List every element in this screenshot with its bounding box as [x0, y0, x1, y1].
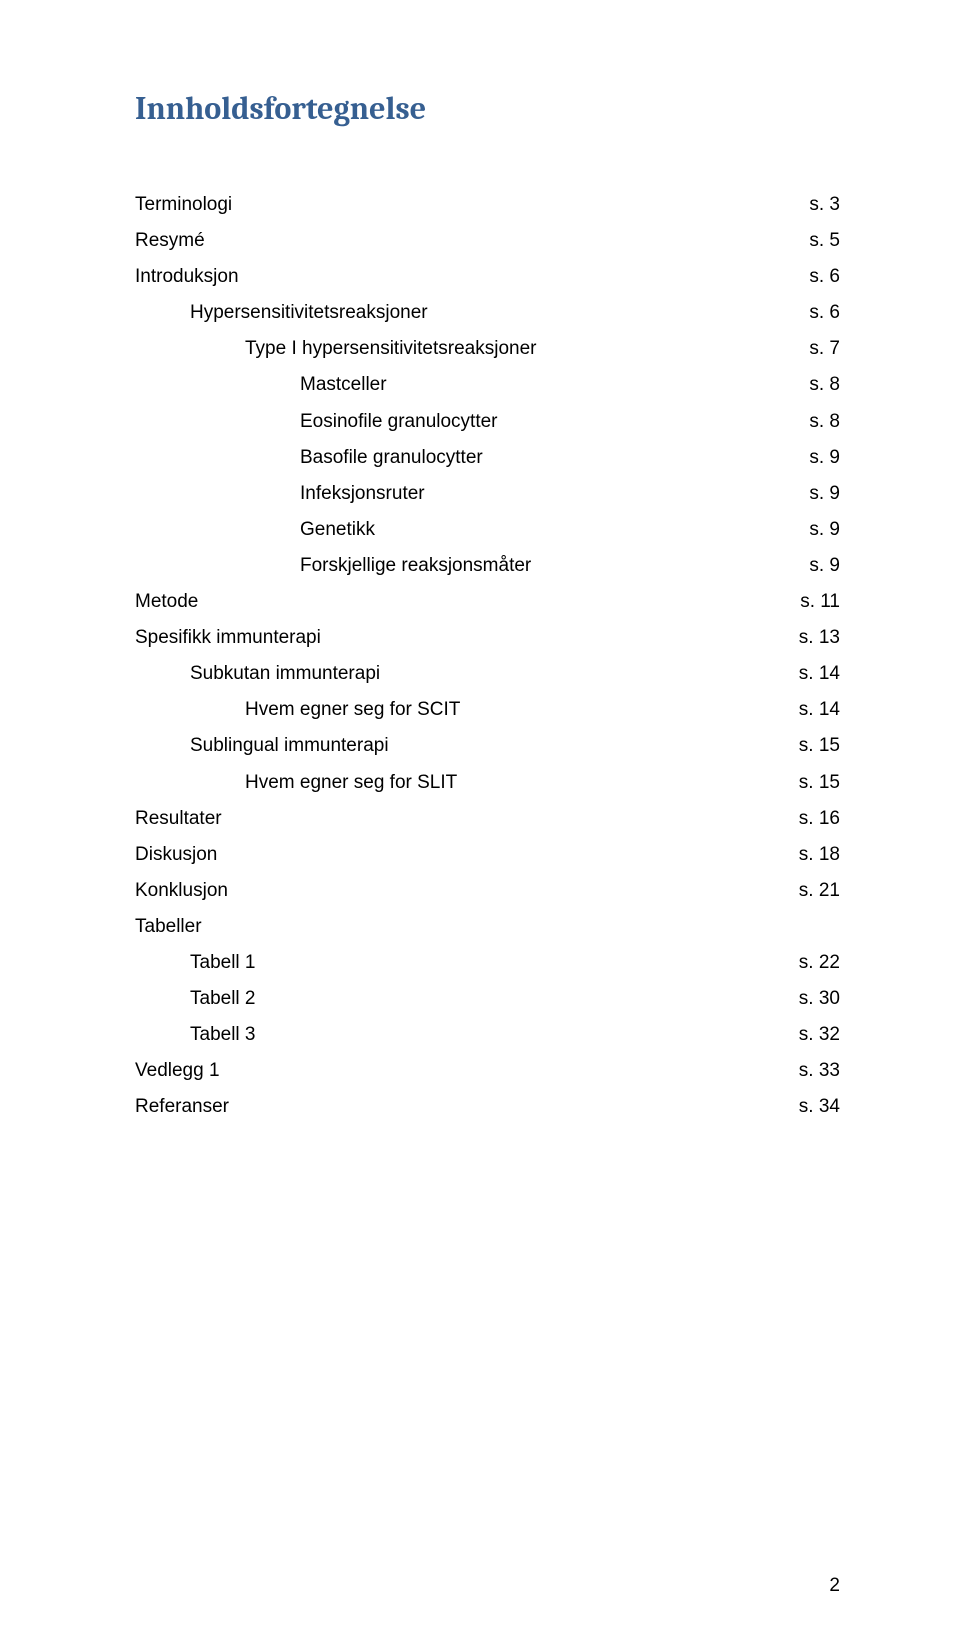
toc-row: Diskusjon s. 18 [135, 837, 840, 873]
toc-row: Sublingual immunterapi s. 15 [135, 728, 840, 764]
toc-label: Hvem egner seg for SCIT [135, 692, 460, 728]
toc-row: Konklusjon s. 21 [135, 873, 840, 909]
toc-page: s. 34 [779, 1089, 840, 1125]
toc-label: Sublingual immunterapi [135, 728, 389, 764]
toc-page: s. 30 [779, 981, 840, 1017]
toc-row: Hvem egner seg for SLIT s. 15 [135, 765, 840, 801]
toc-page: s. 8 [789, 404, 840, 440]
page-number: 2 [829, 1575, 840, 1597]
toc-row: Terminologi s. 3 [135, 187, 840, 223]
toc-page: s. 18 [779, 837, 840, 873]
toc-row: Metode s. 11 [135, 584, 840, 620]
toc-row: Resultater s. 16 [135, 801, 840, 837]
toc-label: Terminologi [135, 187, 232, 223]
toc-page: s. 13 [779, 620, 840, 656]
toc-page: s. 21 [779, 873, 840, 909]
toc-page: s. 3 [789, 187, 840, 223]
toc-row: Introduksjon s. 6 [135, 259, 840, 295]
toc-label: Hypersensitivitetsreaksjoner [135, 295, 428, 331]
toc-page: s. 15 [779, 765, 840, 801]
toc-row: Subkutan immunterapi s. 14 [135, 656, 840, 692]
toc-page: s. 8 [789, 367, 840, 403]
toc-page: s. 16 [779, 801, 840, 837]
toc-row: Tabell 3 s. 32 [135, 1017, 840, 1053]
toc-page: s. 9 [789, 440, 840, 476]
toc-label: Introduksjon [135, 259, 239, 295]
toc-row: Hvem egner seg for SCIT s. 14 [135, 692, 840, 728]
toc-row: Forskjellige reaksjonsmåter s. 9 [135, 548, 840, 584]
toc-label: Diskusjon [135, 837, 217, 873]
toc-label: Infeksjonsruter [135, 476, 425, 512]
toc-page: s. 22 [779, 945, 840, 981]
toc-label: Mastceller [135, 367, 387, 403]
toc-label: Subkutan immunterapi [135, 656, 380, 692]
toc-page: s. 9 [789, 476, 840, 512]
toc-page: s. 5 [789, 223, 840, 259]
toc-page: s. 33 [779, 1053, 840, 1089]
toc-label: Genetikk [135, 512, 375, 548]
toc-page: s. 9 [789, 512, 840, 548]
toc-row: Infeksjonsruter s. 9 [135, 476, 840, 512]
toc-label: Tabell 2 [135, 981, 256, 1017]
toc-label: Tabell 1 [135, 945, 256, 981]
toc-row: Tabeller [135, 909, 840, 945]
toc-page: s. 11 [780, 584, 840, 620]
toc-row: Genetikk s. 9 [135, 512, 840, 548]
toc-row: Mastceller s. 8 [135, 367, 840, 403]
page-title: Innholdsfortegnelse [135, 90, 840, 127]
toc-page: s. 6 [789, 259, 840, 295]
toc-row: Type I hypersensitivitetsreaksjoner s. 7 [135, 331, 840, 367]
toc-page: s. 7 [789, 331, 840, 367]
toc-page: s. 32 [779, 1017, 840, 1053]
toc-label: Resymé [135, 223, 205, 259]
toc-label: Resultater [135, 801, 222, 837]
toc-label: Spesifikk immunterapi [135, 620, 321, 656]
toc-label: Eosinofile granulocytter [135, 404, 498, 440]
toc-label: Tabeller [135, 909, 202, 945]
toc-row: Resymé s. 5 [135, 223, 840, 259]
toc-row: Tabell 2 s. 30 [135, 981, 840, 1017]
toc-label: Vedlegg 1 [135, 1053, 220, 1089]
toc-page: s. 14 [779, 692, 840, 728]
toc-row: Tabell 1 s. 22 [135, 945, 840, 981]
toc-row: Basofile granulocytter s. 9 [135, 440, 840, 476]
toc-label: Hvem egner seg for SLIT [135, 765, 457, 801]
toc-label: Type I hypersensitivitetsreaksjoner [135, 331, 536, 367]
toc-row: Spesifikk immunterapi s. 13 [135, 620, 840, 656]
toc-label: Forskjellige reaksjonsmåter [135, 548, 531, 584]
toc-page: s. 15 [779, 728, 840, 764]
table-of-contents: Terminologi s. 3 Resymé s. 5 Introduksjon s. … [135, 187, 840, 1125]
toc-row: Referanser s. 34 [135, 1089, 840, 1125]
toc-label: Konklusjon [135, 873, 228, 909]
toc-row: Eosinofile granulocytter s. 8 [135, 404, 840, 440]
toc-row: Vedlegg 1 s. 33 [135, 1053, 840, 1089]
toc-label: Tabell 3 [135, 1017, 256, 1053]
toc-label: Basofile granulocytter [135, 440, 483, 476]
toc-label: Metode [135, 584, 198, 620]
toc-page: s. 9 [789, 548, 840, 584]
toc-row: Hypersensitivitetsreaksjoner s. 6 [135, 295, 840, 331]
toc-page: s. 6 [789, 295, 840, 331]
toc-page: s. 14 [779, 656, 840, 692]
document-page: Innholdsfortegnelse Terminologis. 3Resym… [0, 0, 960, 1652]
toc-label: Referanser [135, 1089, 229, 1125]
